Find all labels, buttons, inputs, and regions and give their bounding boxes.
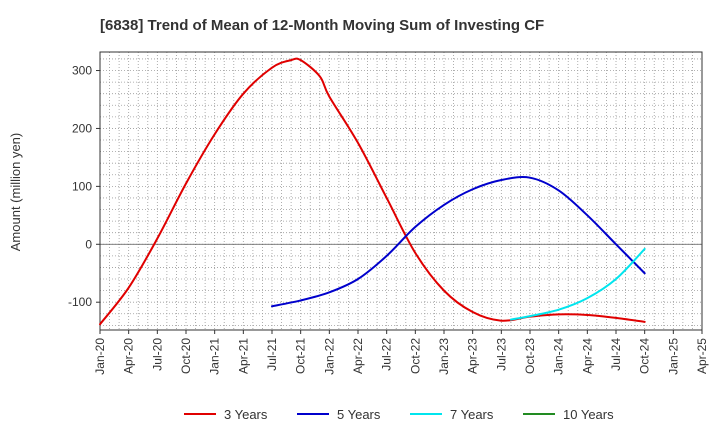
x-tick-label: Apr-23 — [466, 338, 480, 374]
x-tick-label: Oct-21 — [294, 338, 308, 374]
x-tick-label: Apr-21 — [236, 338, 250, 374]
series-line-3 — [509, 247, 646, 321]
y-tick-label: 0 — [85, 237, 92, 251]
series-line-1 — [99, 57, 646, 326]
legend: 3 Years 5 Years 7 Years 10 Years — [184, 407, 614, 422]
x-tick-label: Jan-23 — [437, 338, 451, 375]
x-tick-label: Oct-24 — [638, 338, 652, 374]
x-tick-label: Oct-20 — [179, 338, 193, 374]
x-tick-label: Oct-23 — [523, 338, 537, 374]
plot-area: -100 0 100 200 300 Jan-20 Apr-20 Jul-20 Oct-20 Ja… — [68, 51, 709, 375]
x-tick-label: Jul-23 — [494, 338, 508, 371]
legend-label-2: 5 Years — [337, 407, 381, 422]
x-tick-label: Jan-21 — [208, 338, 222, 375]
legend-label-3: 7 Years — [450, 407, 494, 422]
y-tick-label: 300 — [72, 64, 92, 78]
x-tick-label: Jan-25 — [666, 338, 680, 375]
x-tick-label: Apr-20 — [122, 338, 136, 374]
y-tick-label: 200 — [72, 121, 92, 135]
x-tick-label: Oct-22 — [408, 338, 422, 374]
x-tick-label: Apr-24 — [580, 338, 594, 374]
plot-border — [99, 51, 703, 331]
series-line-2 — [271, 176, 646, 308]
x-tick-label: Jan-22 — [322, 338, 336, 375]
x-tick-label: Apr-25 — [695, 338, 709, 374]
plot-background — [100, 52, 702, 330]
y-axis-label: Amount (million yen) — [8, 133, 23, 252]
x-tick-label: Apr-22 — [351, 338, 365, 374]
legend-label-1: 3 Years — [224, 407, 268, 422]
chart-title: [6838] Trend of Mean of 12-Month Moving … — [100, 17, 544, 34]
x-tick-label: Jan-20 — [93, 338, 107, 375]
x-tick-label: Jul-24 — [609, 338, 623, 371]
y-tick-label: -100 — [68, 295, 92, 309]
x-tick-label: Jul-20 — [150, 338, 164, 371]
legend-label-4: 10 Years — [563, 407, 614, 422]
x-tick-label: Jan-24 — [552, 338, 566, 375]
x-tick-label: Jul-21 — [265, 338, 279, 371]
y-tick-label: 100 — [72, 179, 92, 193]
x-tick-label: Jul-22 — [380, 338, 394, 371]
